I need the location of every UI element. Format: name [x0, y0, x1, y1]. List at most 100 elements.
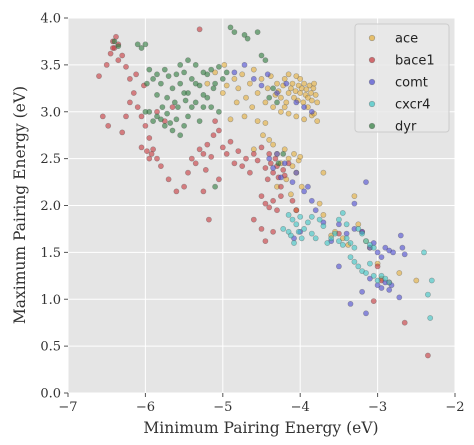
- y-tick-labels: 0.0 0.5 1.0 1.5 2.0 2.5 3.0 3.5 4.0: [40, 12, 68, 402]
- data-point: [382, 275, 389, 282]
- data-point: [185, 113, 191, 120]
- data-point: [401, 319, 408, 326]
- data-point: [200, 69, 207, 76]
- data-point: [208, 153, 215, 160]
- data-point: [173, 71, 180, 78]
- data-point: [210, 85, 217, 92]
- data-point: [374, 277, 381, 284]
- data-point: [177, 132, 184, 139]
- data-point: [298, 235, 305, 242]
- data-point: [115, 57, 122, 64]
- data-point: [281, 160, 288, 167]
- x-tick-label: −3: [368, 400, 387, 415]
- data-point: [233, 99, 240, 106]
- data-point: [363, 238, 369, 244]
- data-point: [182, 97, 189, 104]
- data-point: [192, 99, 199, 106]
- data-point: [301, 116, 307, 123]
- data-point: [320, 223, 327, 229]
- data-point: [390, 249, 396, 256]
- data-point: [215, 176, 222, 183]
- data-point: [297, 76, 304, 82]
- data-point: [254, 90, 261, 96]
- data-point: [154, 92, 160, 98]
- data-point: [280, 166, 287, 173]
- data-point: [219, 90, 226, 96]
- legend-label-bace1: bace1: [395, 54, 435, 69]
- y-tick-label: 1.5: [40, 246, 61, 261]
- data-point: [378, 285, 385, 291]
- data-point: [274, 207, 280, 214]
- data-point: [301, 80, 307, 87]
- data-point: [293, 221, 300, 228]
- data-point: [289, 179, 296, 185]
- data-point: [320, 211, 327, 218]
- y-tick-label: 2.5: [40, 152, 61, 167]
- data-point: [291, 240, 297, 246]
- data-point: [119, 52, 126, 59]
- data-point: [374, 263, 381, 270]
- legend-marker-cxcr4: [368, 100, 376, 108]
- legend-label-comt: comt: [395, 76, 428, 91]
- data-point: [200, 92, 207, 98]
- data-point: [300, 99, 307, 106]
- data-point: [363, 179, 369, 185]
- data-point: [301, 225, 307, 232]
- data-point: [335, 216, 342, 223]
- data-point: [262, 120, 269, 126]
- data-point: [413, 277, 420, 284]
- data-point: [192, 80, 199, 87]
- data-point: [270, 165, 276, 171]
- data-point: [270, 228, 276, 235]
- data-point: [366, 260, 373, 267]
- data-point: [134, 104, 141, 110]
- data-point: [285, 90, 292, 96]
- data-point: [196, 26, 203, 33]
- data-point: [347, 240, 354, 246]
- data-point: [386, 279, 393, 286]
- data-point: [258, 225, 265, 232]
- data-point: [399, 244, 406, 251]
- data-point: [267, 160, 274, 167]
- data-point: [293, 169, 300, 176]
- data-point: [262, 99, 269, 106]
- data-point: [239, 71, 246, 78]
- data-point: [262, 200, 269, 207]
- data-point: [274, 80, 280, 87]
- data-point: [250, 76, 257, 82]
- data-point: [146, 155, 153, 162]
- data-point: [262, 238, 269, 244]
- data-point: [205, 216, 212, 223]
- data-point: [185, 169, 191, 176]
- data-point: [123, 63, 129, 70]
- data-point: [258, 193, 265, 199]
- data-point: [304, 219, 311, 226]
- data-point: [196, 118, 203, 124]
- data-point: [192, 160, 199, 167]
- y-tick-label: 0.5: [40, 340, 61, 355]
- data-point: [396, 294, 403, 301]
- data-point: [241, 62, 248, 68]
- data-point: [359, 230, 365, 237]
- data-point: [208, 66, 215, 73]
- data-point: [298, 183, 305, 190]
- data-point: [312, 235, 319, 242]
- data-point: [266, 94, 273, 101]
- data-point: [283, 99, 290, 106]
- legend-box: [354, 23, 450, 133]
- data-point: [427, 315, 434, 321]
- data-point: [246, 80, 253, 87]
- data-point: [231, 29, 238, 35]
- data-point: [293, 113, 300, 120]
- data-point: [347, 300, 354, 307]
- data-point: [287, 85, 294, 92]
- data-point: [281, 76, 288, 82]
- data-point: [250, 150, 257, 157]
- data-point: [370, 298, 377, 304]
- data-point: [96, 73, 102, 79]
- data-point: [254, 157, 261, 164]
- data-point: [291, 94, 297, 101]
- data-point: [396, 270, 403, 276]
- data-point: [295, 228, 302, 235]
- series-cxcr4: [280, 210, 435, 321]
